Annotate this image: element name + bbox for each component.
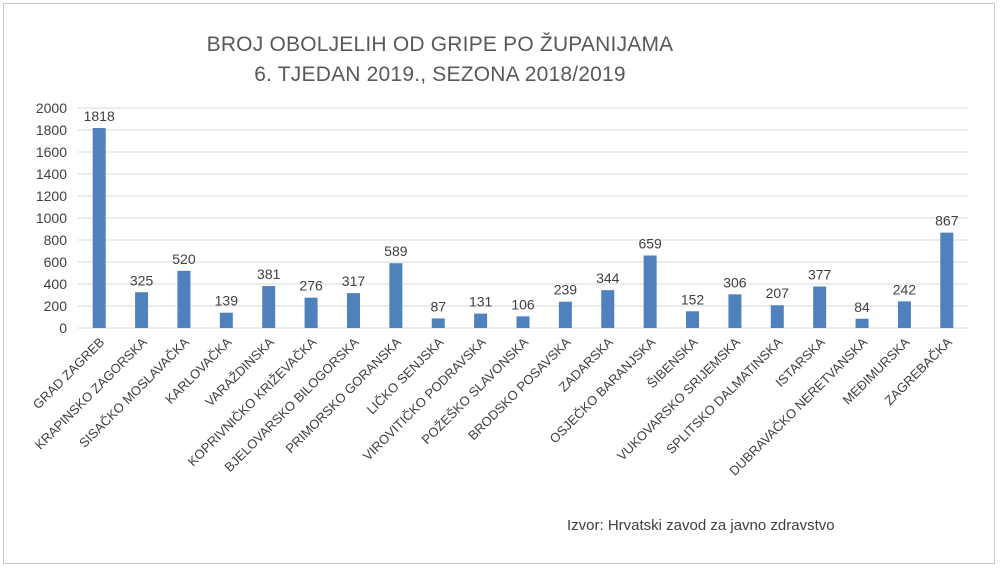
data-label: 207 xyxy=(766,285,790,301)
bar xyxy=(262,286,276,328)
y-tick-label: 800 xyxy=(44,232,68,248)
data-label: 377 xyxy=(808,267,832,283)
data-label: 317 xyxy=(342,273,366,289)
bar xyxy=(728,294,742,328)
data-label: 87 xyxy=(430,298,446,314)
y-tick-label: 600 xyxy=(44,254,68,270)
bar xyxy=(346,293,360,328)
bar xyxy=(135,292,149,328)
data-label: 276 xyxy=(299,278,323,294)
data-label: 242 xyxy=(893,281,917,297)
y-tick-label: 2000 xyxy=(36,100,67,116)
data-label: 306 xyxy=(723,274,747,290)
bar xyxy=(92,128,106,328)
bar xyxy=(855,318,869,328)
data-label: 84 xyxy=(854,299,870,315)
data-label: 131 xyxy=(469,294,493,310)
bar xyxy=(304,297,318,328)
bar xyxy=(643,255,657,328)
chart-title-line2: 6. TJEDAN 2019., SEZONA 2018/2019 xyxy=(254,63,626,86)
data-label: 325 xyxy=(130,272,154,288)
bar xyxy=(558,301,572,328)
bar xyxy=(389,263,403,328)
data-label: 589 xyxy=(384,243,408,259)
source-note: Izvor: Hrvatski zavod za javno zdravstvo xyxy=(567,517,835,534)
y-tick-label: 200 xyxy=(44,298,68,314)
bar xyxy=(219,312,233,328)
y-tick-label: 1000 xyxy=(36,210,67,226)
y-tick-label: 1400 xyxy=(36,166,67,182)
bar xyxy=(516,316,530,328)
y-tick-label: 0 xyxy=(59,320,67,336)
data-label: 867 xyxy=(935,213,959,229)
bar xyxy=(770,305,784,328)
bar xyxy=(940,232,954,328)
data-label: 659 xyxy=(638,236,662,252)
bar xyxy=(686,311,700,328)
chart-title-line1: BROJ OBOLJELIH OD GRIPE PO ŽUPANIJAMA xyxy=(206,33,674,56)
bar xyxy=(601,290,615,328)
data-label: 106 xyxy=(511,296,535,312)
data-label: 344 xyxy=(596,270,620,286)
bar xyxy=(897,301,911,328)
data-label: 1818 xyxy=(84,108,115,124)
category-label: GRAD ZAGREB xyxy=(30,335,108,413)
data-label: 152 xyxy=(681,291,705,307)
data-label: 239 xyxy=(554,282,578,298)
y-tick-label: 1200 xyxy=(36,188,67,204)
data-label: 139 xyxy=(215,293,239,309)
y-tick-label: 1600 xyxy=(36,144,67,160)
bar xyxy=(431,318,445,328)
bar xyxy=(474,313,488,328)
bar xyxy=(813,286,827,328)
y-tick-label: 400 xyxy=(44,276,68,292)
data-label: 520 xyxy=(172,251,196,267)
data-label: 381 xyxy=(257,266,281,282)
y-tick-label: 1800 xyxy=(36,122,67,138)
category-label: LIČKO SENJSKA xyxy=(364,334,447,417)
bar xyxy=(177,270,191,328)
